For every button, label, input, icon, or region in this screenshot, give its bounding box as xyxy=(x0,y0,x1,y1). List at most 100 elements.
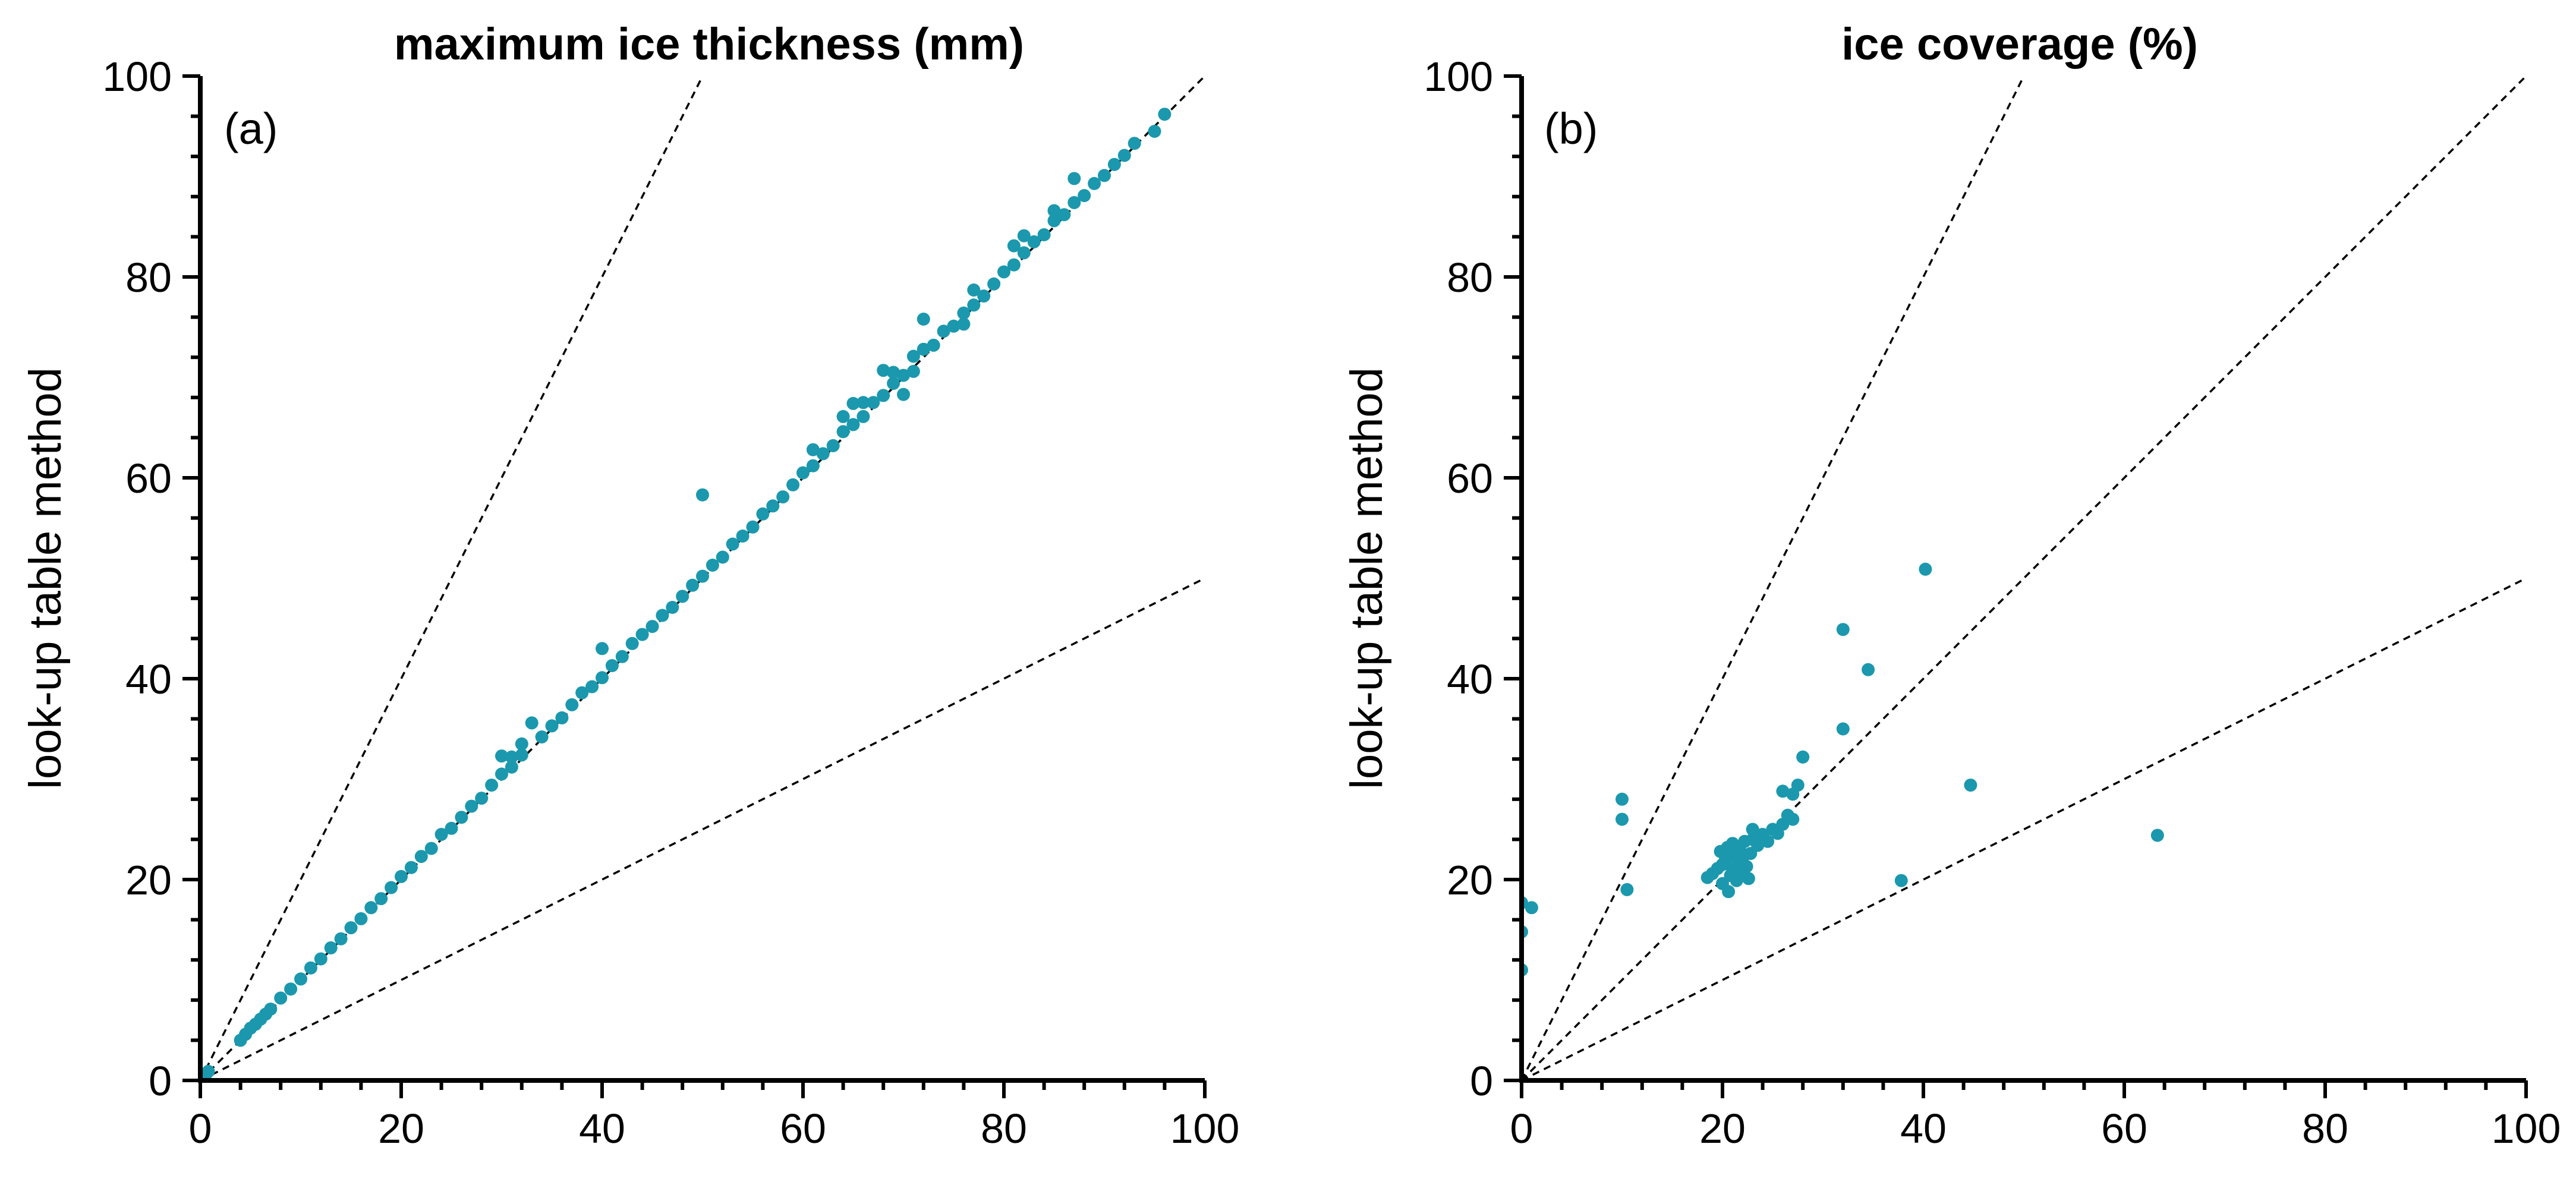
data-point xyxy=(404,861,418,874)
data-point xyxy=(1620,883,1634,896)
data-point xyxy=(806,459,820,472)
data-point xyxy=(1722,885,1736,899)
y-tick-label: 0 xyxy=(1470,1058,1493,1104)
data-point xyxy=(686,578,700,592)
data-point xyxy=(736,530,750,543)
data-point xyxy=(756,507,770,521)
data-point xyxy=(856,396,870,409)
data-point xyxy=(917,313,930,326)
data-point xyxy=(1786,812,1800,826)
data-point xyxy=(1615,792,1629,806)
data-point xyxy=(766,499,780,513)
data-point xyxy=(957,317,971,331)
data-point xyxy=(887,377,900,390)
data-point xyxy=(274,991,288,1005)
data-point xyxy=(746,520,760,534)
data-point xyxy=(264,1003,278,1016)
y-tick-label: 40 xyxy=(125,656,172,702)
data-point xyxy=(897,368,910,382)
data-point xyxy=(836,409,850,423)
data-point xyxy=(1742,872,1755,886)
data-point xyxy=(1047,204,1061,218)
data-point xyxy=(465,799,478,813)
data-point xyxy=(957,306,971,320)
data-point xyxy=(635,628,649,641)
data-point xyxy=(284,982,298,996)
data-point xyxy=(555,711,569,724)
x-tick-label: 80 xyxy=(981,1105,1027,1152)
data-point xyxy=(806,443,820,456)
reference-line-2-to-1 xyxy=(200,76,704,1080)
data-point xyxy=(515,748,528,762)
data-point xyxy=(495,767,508,781)
data-point xyxy=(1836,623,1850,636)
data-point xyxy=(354,912,368,925)
panel-label: (a) xyxy=(224,104,278,153)
data-point xyxy=(445,821,458,835)
data-point xyxy=(947,319,961,333)
data-point xyxy=(846,418,860,431)
data-point xyxy=(887,365,900,379)
data-point xyxy=(1098,169,1111,182)
data-point xyxy=(625,636,639,650)
data-point xyxy=(395,869,408,883)
reference-line-1-to-1 xyxy=(1522,76,2526,1080)
data-point xyxy=(2150,828,2164,842)
data-point xyxy=(696,569,709,583)
reference-line-1-to-2 xyxy=(200,577,1205,1080)
data-point xyxy=(596,642,609,656)
data-point xyxy=(1761,834,1775,848)
data-point xyxy=(877,364,890,377)
data-point xyxy=(1017,246,1031,260)
data-point xyxy=(1007,258,1021,272)
data-point xyxy=(455,811,468,824)
data-point xyxy=(937,324,950,338)
data-point xyxy=(1525,901,1538,915)
data-point xyxy=(475,792,489,805)
axes-frame xyxy=(1519,76,2526,1083)
data-point xyxy=(344,921,358,935)
data-point xyxy=(304,961,317,975)
x-tick-label: 60 xyxy=(2101,1105,2147,1152)
data-point xyxy=(1057,208,1071,222)
chart-title: ice coverage (%) xyxy=(1841,19,2198,70)
data-point xyxy=(1836,722,1850,736)
data-point xyxy=(605,659,619,672)
x-tick-label: 0 xyxy=(189,1105,212,1152)
data-point xyxy=(776,490,790,504)
data-point xyxy=(545,719,559,733)
data-point xyxy=(364,901,378,915)
panel-label: (b) xyxy=(1544,104,1598,153)
data-point xyxy=(201,1064,215,1078)
data-point xyxy=(1862,663,1875,676)
data-point xyxy=(786,478,800,491)
x-tick-label: 60 xyxy=(780,1105,826,1152)
data-point xyxy=(324,941,338,954)
x-tick-label: 100 xyxy=(1170,1105,1240,1152)
data-point xyxy=(917,342,930,356)
data-point xyxy=(826,439,840,452)
data-point xyxy=(505,760,518,774)
data-point xyxy=(816,447,830,461)
data-point xyxy=(696,488,709,502)
data-point xyxy=(967,283,981,297)
y-tick-label: 60 xyxy=(125,455,172,502)
data-point xyxy=(1027,235,1041,248)
data-point xyxy=(525,716,538,730)
data-point xyxy=(1740,860,1753,873)
data-point xyxy=(1894,874,1908,887)
data-point xyxy=(716,550,729,564)
data-point xyxy=(877,389,890,402)
data-point xyxy=(314,952,327,966)
data-point xyxy=(596,671,609,685)
data-point xyxy=(1107,157,1121,171)
y-tick-label: 40 xyxy=(1447,656,1493,702)
data-point xyxy=(515,737,528,751)
data-point xyxy=(1088,177,1101,190)
data-point xyxy=(856,409,870,423)
data-point xyxy=(1615,812,1629,826)
x-tick-label: 80 xyxy=(2302,1105,2348,1152)
panel-b: ice coverage (%) look-up table method (b… xyxy=(1341,19,2561,1152)
y-tick-label: 80 xyxy=(125,254,172,301)
